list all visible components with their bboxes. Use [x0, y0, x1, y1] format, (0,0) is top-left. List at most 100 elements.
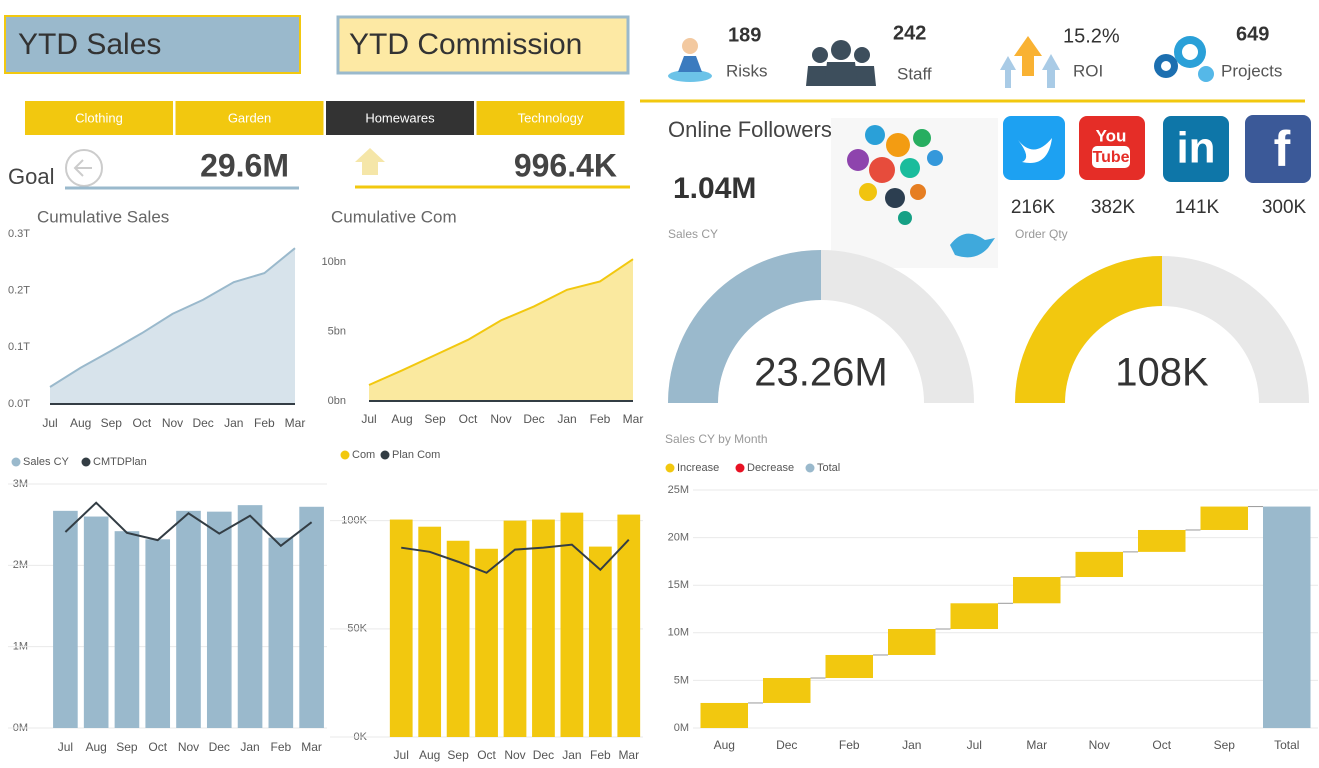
commission-title-box	[336, 15, 630, 75]
x-tick-label: Oct	[459, 412, 478, 426]
y-tick-label: 25M	[668, 484, 689, 496]
legend-marker	[340, 450, 350, 460]
x-tick-label: Feb	[590, 748, 611, 762]
y-tick-label: 0bn	[328, 395, 346, 407]
x-tick-label: Jul	[394, 748, 409, 762]
x-tick-label: Feb	[839, 738, 860, 752]
x-tick-label: Feb	[270, 740, 291, 754]
risks-icon	[668, 38, 712, 82]
x-tick-label: Oct	[1152, 738, 1171, 752]
x-tick-label: Jan	[224, 416, 243, 430]
x-tick-label: Sep	[447, 748, 469, 762]
legend-label: CMTDPlan	[93, 456, 147, 468]
tab[interactable]	[25, 101, 173, 135]
x-tick-label: Dec	[776, 738, 797, 752]
x-tick-label: Oct	[477, 748, 496, 762]
gauge-value: 108K	[1115, 351, 1209, 395]
word-cloud	[831, 118, 998, 268]
x-tick-label: Jul	[361, 412, 376, 426]
legend-label: Decrease	[747, 462, 794, 474]
kpi-label: Risks	[726, 61, 768, 80]
bar	[446, 540, 470, 737]
legend-marker	[805, 463, 815, 473]
bar	[206, 511, 232, 728]
x-tick-label: Jan	[240, 740, 259, 754]
follower-count: 216K	[1011, 197, 1056, 218]
goal-label: Goal	[8, 164, 54, 189]
x-tick-label: Total	[1274, 738, 1299, 752]
bar	[176, 510, 201, 728]
x-tick-label: Dec	[209, 740, 230, 754]
x-tick-label: Jul	[967, 738, 982, 752]
x-tick-label: Jul	[42, 416, 57, 430]
tab-label[interactable]: Garden	[228, 110, 271, 125]
waterfall-bar	[1013, 577, 1061, 604]
sales-title-box	[4, 15, 301, 74]
bar	[532, 519, 555, 737]
social-icons: You Tube in f	[1003, 115, 1311, 183]
x-tick-label: Sep	[1214, 738, 1236, 752]
legend-label: Increase	[677, 462, 719, 474]
x-tick-label: Aug	[85, 740, 106, 754]
legend-label: Total	[817, 462, 840, 474]
x-tick-label: Feb	[590, 412, 611, 426]
bar	[83, 516, 109, 728]
waterfall-bar	[1200, 506, 1248, 530]
y-tick-label: 0.2T	[8, 285, 30, 297]
kpi-value: 189	[728, 24, 761, 46]
bar	[560, 512, 584, 737]
kpi-label: Projects	[1221, 61, 1282, 80]
x-tick-label: Nov	[178, 740, 199, 754]
x-tick-label: Aug	[70, 416, 91, 430]
follower-count: 382K	[1091, 197, 1136, 218]
waterfall-bar	[1263, 506, 1311, 728]
bar	[475, 548, 498, 737]
y-tick-label: 10bn	[322, 256, 346, 268]
y-tick-label: 20M	[668, 532, 689, 544]
tab[interactable]	[326, 101, 474, 135]
y-tick-label: 5M	[674, 674, 689, 686]
x-tick-label: Dec	[533, 748, 554, 762]
follower-count: 300K	[1262, 197, 1307, 218]
tab-label[interactable]: Technology	[518, 110, 584, 125]
bar	[53, 510, 78, 728]
follower-count: 141K	[1175, 197, 1220, 218]
y-tick-label: 15M	[668, 579, 689, 591]
x-tick-label: Jul	[58, 740, 73, 754]
waterfall-bar	[1075, 551, 1123, 578]
sales-title: YTD Sales	[18, 28, 161, 61]
linkedin-logo: in	[1176, 124, 1215, 173]
bar	[503, 520, 527, 737]
tab-label[interactable]: Homewares	[365, 110, 435, 125]
bar	[418, 526, 442, 737]
area-line	[49, 247, 296, 388]
x-tick-label: Nov	[504, 748, 525, 762]
chart-title: Cumulative Com	[331, 207, 457, 226]
x-tick-label: Dec	[192, 416, 213, 430]
tab[interactable]	[476, 101, 625, 135]
up-icon	[355, 148, 385, 175]
waterfall-bar	[950, 603, 998, 629]
x-tick-label: Nov	[162, 416, 183, 430]
y-tick-label: 0.1T	[8, 341, 30, 353]
x-tick-label: Jan	[557, 412, 576, 426]
y-tick-label: 0M	[674, 722, 689, 734]
waterfall-bar	[1138, 529, 1186, 552]
chart-title: Sales CY by Month	[665, 432, 768, 446]
facebook-logo: f	[1274, 121, 1291, 177]
x-tick-label: Nov	[490, 412, 511, 426]
x-tick-label: Aug	[419, 748, 440, 762]
roi-icon	[1000, 36, 1060, 88]
tab[interactable]	[175, 101, 324, 135]
bar	[268, 537, 294, 728]
legend-marker	[11, 457, 21, 467]
bar	[114, 531, 140, 728]
x-tick-label: Sep	[424, 412, 446, 426]
x-tick-label: Mar	[285, 416, 306, 430]
bar	[145, 539, 171, 728]
waterfall-bar	[700, 702, 748, 728]
tab-label[interactable]: Clothing	[75, 110, 123, 125]
followers-total: 1.04M	[673, 172, 756, 205]
